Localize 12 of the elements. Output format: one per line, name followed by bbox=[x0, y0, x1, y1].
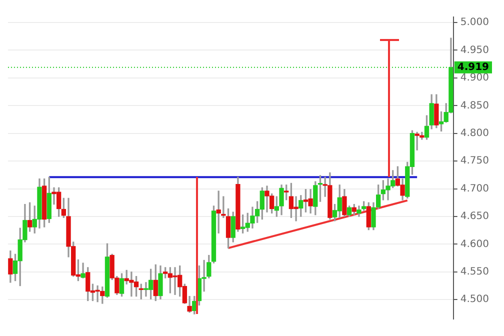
y-tick-label: 4.700 bbox=[460, 183, 490, 194]
y-tick-label: 4.600 bbox=[460, 238, 490, 250]
y-tick-label: 4.900 bbox=[460, 72, 490, 84]
y-tick-label: 4.950 bbox=[460, 44, 490, 56]
y-tick-label: 5.000 bbox=[460, 17, 490, 28]
y-tick-label: 4.800 bbox=[460, 128, 490, 139]
y-tick-label: 4.500 bbox=[460, 294, 490, 306]
ref-line-label: 4.919 bbox=[457, 62, 490, 74]
y-tick-label: 4.550 bbox=[460, 266, 490, 278]
y-tick-label: 4.850 bbox=[460, 100, 490, 112]
y-tick-label: 4.750 bbox=[460, 156, 490, 167]
y-tick-label: 4.650 bbox=[460, 211, 490, 222]
